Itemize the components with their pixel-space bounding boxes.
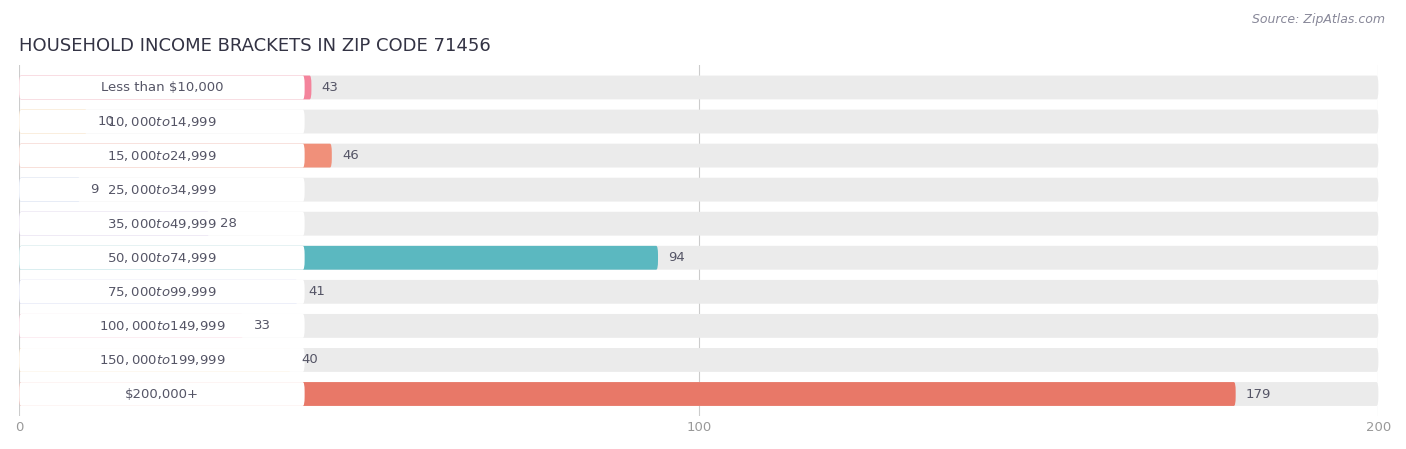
Text: $25,000 to $34,999: $25,000 to $34,999: [107, 183, 217, 197]
Text: $200,000+: $200,000+: [125, 387, 198, 401]
Text: $15,000 to $24,999: $15,000 to $24,999: [107, 149, 217, 163]
Text: 179: 179: [1246, 387, 1271, 401]
FancyBboxPatch shape: [20, 382, 1378, 406]
Text: $10,000 to $14,999: $10,000 to $14,999: [107, 114, 217, 128]
FancyBboxPatch shape: [20, 75, 305, 99]
Text: $35,000 to $49,999: $35,000 to $49,999: [107, 217, 217, 231]
FancyBboxPatch shape: [20, 246, 1378, 270]
FancyBboxPatch shape: [20, 178, 80, 202]
FancyBboxPatch shape: [20, 110, 87, 133]
FancyBboxPatch shape: [20, 212, 305, 236]
FancyBboxPatch shape: [20, 382, 305, 406]
FancyBboxPatch shape: [20, 144, 1378, 167]
FancyBboxPatch shape: [20, 75, 311, 99]
FancyBboxPatch shape: [20, 348, 291, 372]
Text: 10: 10: [97, 115, 114, 128]
Text: 33: 33: [253, 319, 270, 332]
Text: 41: 41: [308, 285, 325, 298]
Text: 28: 28: [219, 217, 236, 230]
Text: 43: 43: [322, 81, 339, 94]
FancyBboxPatch shape: [20, 348, 1378, 372]
Text: 40: 40: [301, 353, 318, 366]
Text: $75,000 to $99,999: $75,000 to $99,999: [107, 285, 217, 299]
FancyBboxPatch shape: [20, 246, 305, 270]
Text: Source: ZipAtlas.com: Source: ZipAtlas.com: [1251, 13, 1385, 26]
FancyBboxPatch shape: [20, 280, 298, 304]
Text: Less than $10,000: Less than $10,000: [101, 81, 224, 94]
Text: $150,000 to $199,999: $150,000 to $199,999: [98, 353, 225, 367]
FancyBboxPatch shape: [20, 110, 1378, 133]
FancyBboxPatch shape: [20, 314, 243, 338]
FancyBboxPatch shape: [20, 314, 1378, 338]
FancyBboxPatch shape: [20, 144, 332, 167]
FancyBboxPatch shape: [20, 280, 1378, 304]
Text: 46: 46: [342, 149, 359, 162]
Text: 94: 94: [668, 251, 685, 264]
FancyBboxPatch shape: [20, 280, 305, 304]
FancyBboxPatch shape: [20, 314, 305, 338]
Text: HOUSEHOLD INCOME BRACKETS IN ZIP CODE 71456: HOUSEHOLD INCOME BRACKETS IN ZIP CODE 71…: [20, 37, 491, 55]
FancyBboxPatch shape: [20, 110, 305, 133]
Text: $50,000 to $74,999: $50,000 to $74,999: [107, 251, 217, 265]
FancyBboxPatch shape: [20, 246, 658, 270]
FancyBboxPatch shape: [20, 348, 305, 372]
Text: 9: 9: [90, 183, 98, 196]
FancyBboxPatch shape: [20, 212, 209, 236]
FancyBboxPatch shape: [20, 144, 305, 167]
FancyBboxPatch shape: [20, 212, 1378, 236]
FancyBboxPatch shape: [20, 75, 1378, 99]
Text: $100,000 to $149,999: $100,000 to $149,999: [98, 319, 225, 333]
FancyBboxPatch shape: [20, 382, 1236, 406]
FancyBboxPatch shape: [20, 178, 305, 202]
FancyBboxPatch shape: [20, 178, 1378, 202]
